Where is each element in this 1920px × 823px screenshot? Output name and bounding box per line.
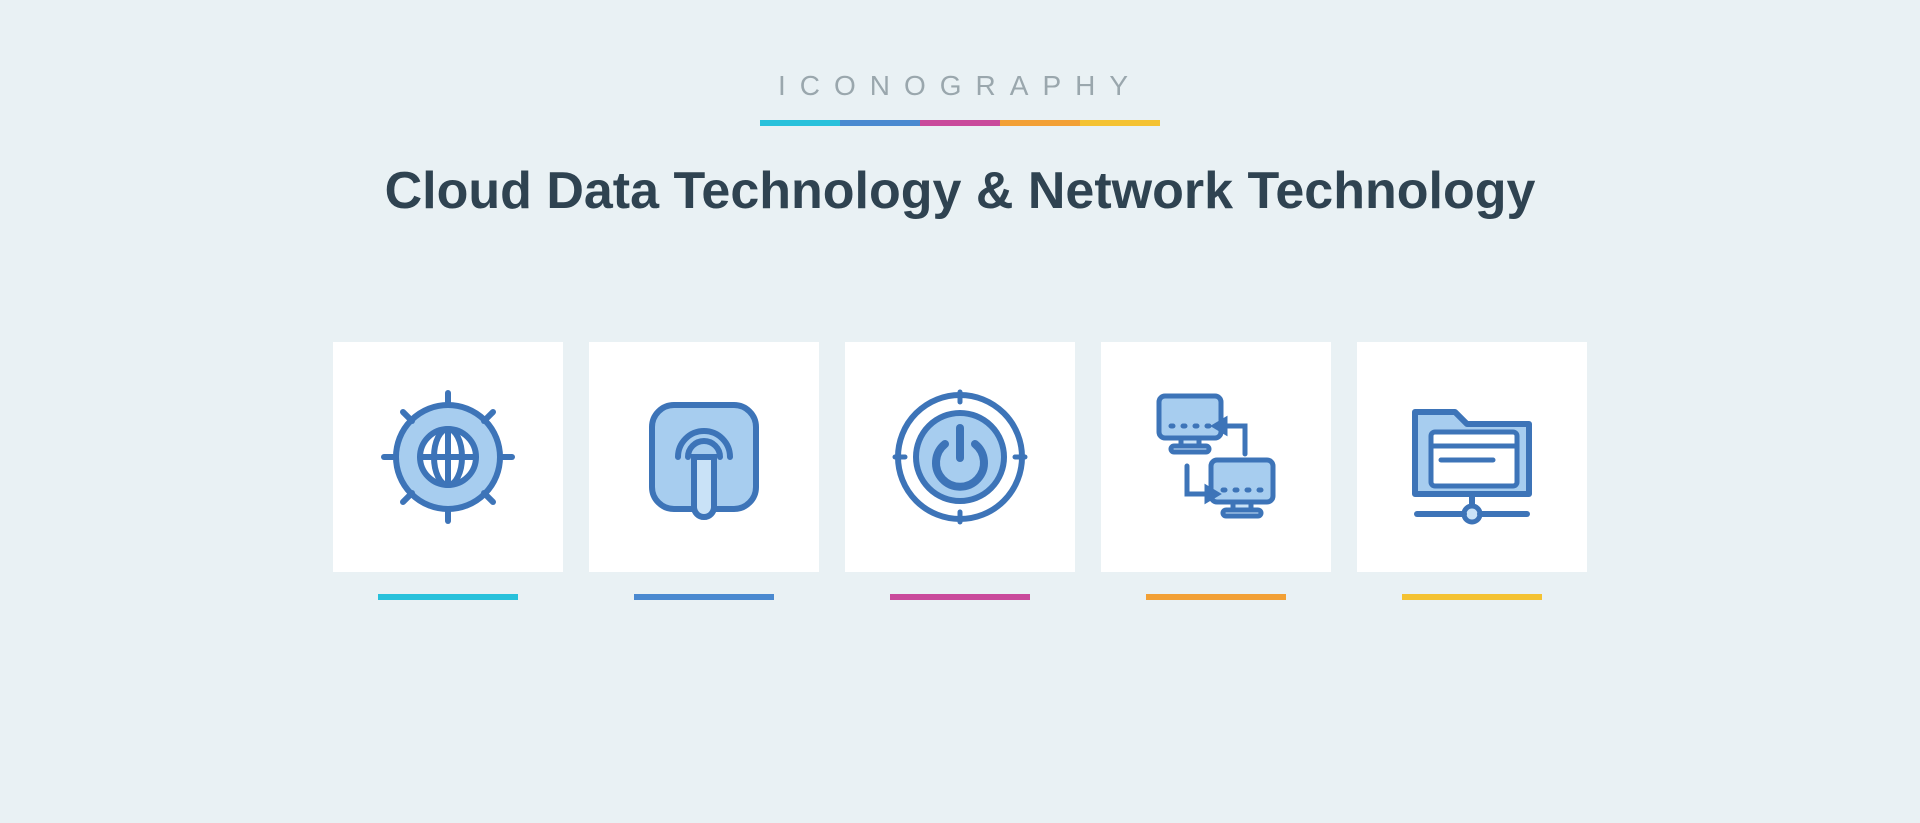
card-underline [1146, 594, 1286, 600]
card-underline [1402, 594, 1542, 600]
power-button-icon [885, 382, 1035, 532]
icon-card [845, 342, 1075, 572]
underline-seg [760, 120, 840, 126]
icon-card [333, 342, 563, 572]
card-underline [378, 594, 518, 600]
header: ICONOGRAPHY Cloud Data Technology & Netw… [385, 70, 1536, 222]
underline-seg [1080, 120, 1160, 126]
icon-card [1357, 342, 1587, 572]
brand-label: ICONOGRAPHY [385, 70, 1536, 102]
computer-network-icon [1141, 382, 1291, 532]
card-underline [890, 594, 1030, 600]
underline-seg [840, 120, 920, 126]
icon-card [1101, 342, 1331, 572]
touch-fingerprint-icon [634, 387, 774, 527]
brand-underline [385, 120, 1536, 126]
card-underline [634, 594, 774, 600]
icon-row [333, 342, 1587, 572]
icon-card [589, 342, 819, 572]
globe-target-icon [378, 387, 518, 527]
underline-seg [1000, 120, 1080, 126]
page-title: Cloud Data Technology & Network Technolo… [385, 160, 1536, 222]
underline-seg [920, 120, 1000, 126]
network-folder-icon [1397, 382, 1547, 532]
